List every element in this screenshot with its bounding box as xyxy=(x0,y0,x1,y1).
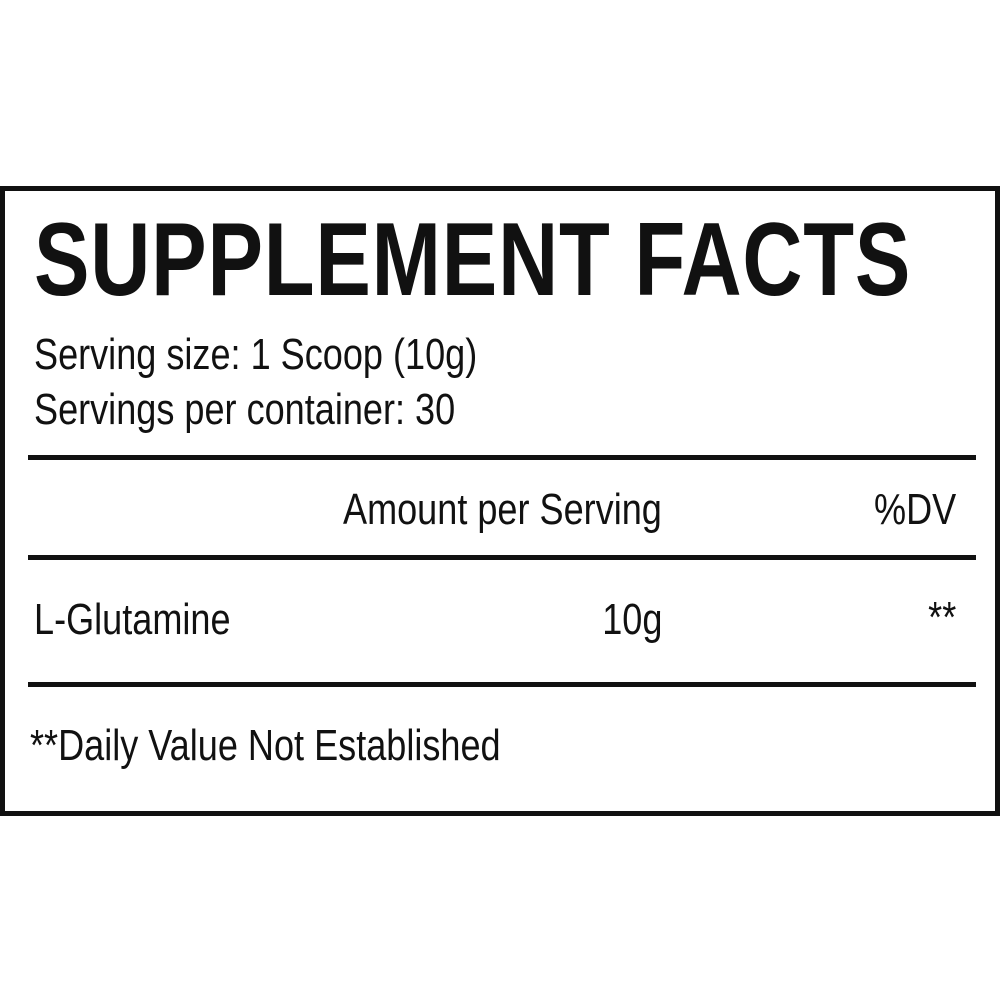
ingredient-dv: ** xyxy=(927,593,956,642)
ingredient-amount: 10g xyxy=(601,595,662,644)
panel-title: SUPPLEMENT FACTS xyxy=(34,202,912,318)
supplement-facts-panel xyxy=(0,186,1000,816)
divider xyxy=(28,455,976,460)
dv-header: %DV xyxy=(873,485,956,534)
divider xyxy=(28,555,976,560)
amount-per-serving-header: Amount per Serving xyxy=(343,485,662,534)
servings-per-container: Servings per container: 30 xyxy=(34,385,456,434)
serving-size: Serving size: 1 Scoop (10g) xyxy=(34,330,478,379)
divider xyxy=(28,682,976,687)
ingredient-name: L-Glutamine xyxy=(34,595,231,644)
footnote: **Daily Value Not Established xyxy=(30,721,501,770)
